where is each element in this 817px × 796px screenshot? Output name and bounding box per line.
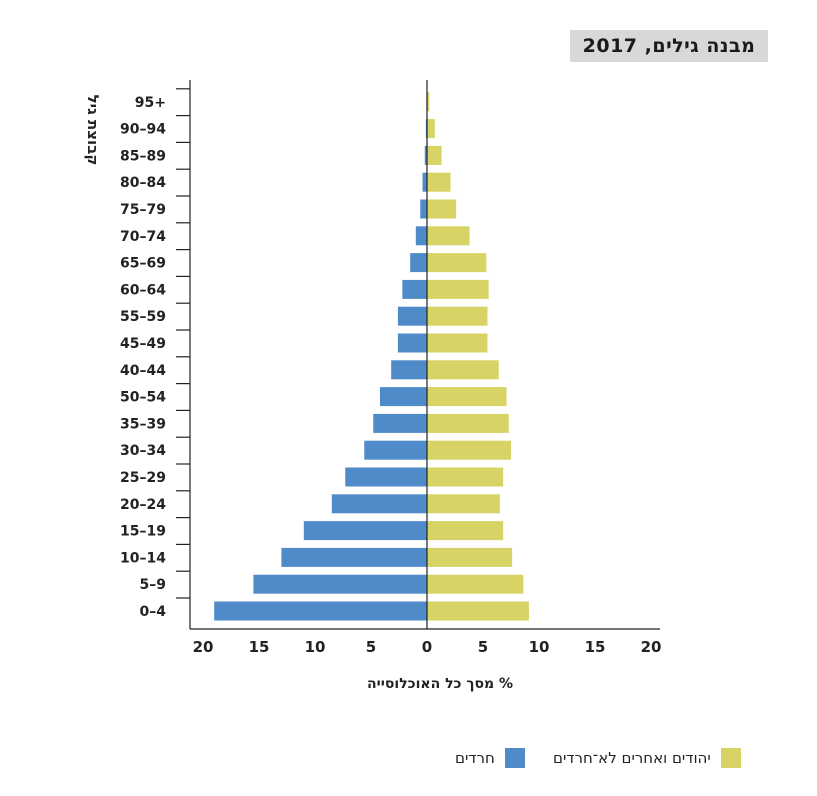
x-tick-label: 20	[641, 638, 662, 656]
y-tick-label: 85–89	[120, 148, 166, 164]
bar-haredi	[410, 253, 427, 273]
x-tick-label: 5	[478, 638, 488, 656]
bar-non-haredi	[427, 172, 451, 192]
y-tick-label: 75–79	[120, 202, 166, 218]
x-tick-label: 10	[305, 638, 326, 656]
y-tick-label: 95+	[135, 95, 166, 111]
bar-non-haredi	[427, 574, 524, 594]
legend-swatch-non-haredi	[720, 748, 741, 768]
x-tick-label: 10	[529, 638, 550, 656]
y-tick-label: 50–54	[120, 390, 166, 406]
bar-haredi	[331, 494, 427, 514]
bar-non-haredi	[427, 413, 509, 433]
y-tick-label: 45–49	[120, 336, 166, 352]
bar-haredi	[391, 360, 427, 380]
bar-haredi	[402, 279, 427, 299]
y-tick-label: 10–14	[120, 550, 166, 566]
x-tick-label: 15	[585, 638, 606, 656]
legend-item-haredi: חרדים	[455, 748, 525, 768]
bar-non-haredi	[427, 92, 430, 112]
y-tick-label: 35–39	[120, 416, 166, 432]
y-tick-label: 15–19	[120, 524, 166, 540]
y-tick-label: 55–59	[120, 309, 166, 325]
y-tick-label: 65–69	[120, 256, 166, 272]
bar-non-haredi	[427, 521, 504, 541]
bar-non-haredi	[427, 547, 513, 567]
y-tick-label: 90–94	[120, 122, 166, 138]
bar-haredi	[281, 547, 427, 567]
y-tick-label: 5–9	[140, 577, 166, 593]
y-tick-label: 60–64	[120, 282, 166, 298]
y-tick-label: 20–24	[120, 497, 166, 513]
bar-non-haredi	[427, 119, 435, 139]
chart-title: מבנה גילים, 2017	[570, 30, 768, 62]
bar-haredi	[373, 413, 427, 433]
bar-non-haredi	[427, 253, 487, 273]
bar-haredi	[422, 172, 427, 192]
legend-item-non-haredi: יהודים ואחרים לא־חרדים	[553, 748, 741, 768]
bar-haredi	[303, 521, 427, 541]
bar-non-haredi	[427, 333, 488, 353]
bar-haredi	[253, 574, 427, 594]
x-tick-label: 0	[422, 638, 432, 656]
y-tick-label: 40–44	[120, 363, 166, 379]
bar-non-haredi	[427, 226, 470, 246]
y-tick-label: 30–34	[120, 443, 166, 459]
bar-haredi	[397, 306, 427, 326]
x-tick-label: 5	[366, 638, 376, 656]
bar-non-haredi	[427, 601, 529, 621]
legend-swatch-haredi	[504, 748, 525, 768]
bar-non-haredi	[427, 360, 499, 380]
y-tick-label: 0–4	[140, 604, 167, 620]
bar-haredi	[345, 467, 427, 487]
bar-non-haredi	[427, 199, 457, 219]
x-axis-title: % מסך כל האוכלוסייה	[367, 676, 513, 692]
legend-label-haredi: חרדים	[455, 749, 495, 767]
y-tick-label: 70–74	[120, 229, 166, 245]
bar-non-haredi	[427, 145, 442, 165]
x-tick-label: 15	[249, 638, 270, 656]
bar-haredi	[420, 199, 427, 219]
bar-non-haredi	[427, 306, 488, 326]
bar-haredi	[415, 226, 427, 246]
bar-haredi	[379, 387, 427, 407]
legend-label-non-haredi: יהודים ואחרים לא־חרדים	[553, 749, 711, 767]
bar-non-haredi	[427, 467, 504, 487]
bar-non-haredi	[427, 494, 500, 514]
bar-non-haredi	[427, 440, 511, 460]
bar-haredi	[397, 333, 427, 353]
bar-non-haredi	[427, 387, 507, 407]
y-tick-label: 25–29	[120, 470, 166, 486]
bar-haredi	[424, 145, 427, 165]
bar-haredi	[364, 440, 427, 460]
y-tick-label: 80–84	[120, 175, 166, 191]
x-tick-label: 20	[193, 638, 214, 656]
bar-non-haredi	[427, 279, 489, 299]
bar-haredi	[214, 601, 427, 621]
